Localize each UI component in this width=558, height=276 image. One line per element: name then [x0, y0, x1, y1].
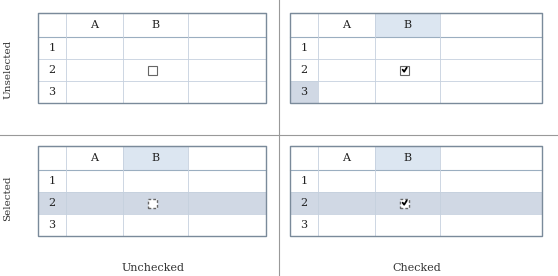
Text: 1: 1 — [49, 176, 56, 186]
Text: A: A — [90, 20, 99, 30]
Text: 2: 2 — [300, 65, 307, 75]
Text: Unselected: Unselected — [3, 39, 12, 99]
Text: A: A — [90, 153, 99, 163]
Text: 2: 2 — [300, 198, 307, 208]
Text: A: A — [343, 153, 350, 163]
Text: 2: 2 — [49, 65, 56, 75]
Text: B: B — [151, 20, 160, 30]
Bar — [290, 13, 542, 103]
Bar — [290, 81, 318, 103]
Text: Unchecked: Unchecked — [122, 263, 185, 273]
Bar — [123, 146, 188, 170]
Text: B: B — [403, 153, 412, 163]
Bar — [290, 146, 542, 236]
Bar — [400, 65, 409, 75]
Text: Checked: Checked — [393, 263, 441, 273]
Text: Selected: Selected — [3, 175, 12, 221]
Bar — [38, 146, 266, 236]
Text: 3: 3 — [49, 87, 56, 97]
Bar — [38, 146, 266, 236]
Bar — [375, 13, 440, 37]
Bar — [38, 13, 266, 103]
Bar — [148, 198, 157, 208]
Bar — [38, 192, 266, 214]
Bar — [290, 13, 542, 103]
Text: 3: 3 — [49, 220, 56, 230]
Text: 3: 3 — [300, 220, 307, 230]
Bar — [290, 146, 542, 236]
Bar — [400, 198, 409, 208]
Text: B: B — [151, 153, 160, 163]
Text: 3: 3 — [300, 87, 307, 97]
Text: 1: 1 — [300, 43, 307, 53]
Text: 2: 2 — [49, 198, 56, 208]
Text: 1: 1 — [300, 176, 307, 186]
Bar — [38, 13, 266, 103]
Bar — [290, 192, 542, 214]
Text: B: B — [403, 20, 412, 30]
Text: A: A — [343, 20, 350, 30]
Bar — [148, 65, 157, 75]
Text: 1: 1 — [49, 43, 56, 53]
Bar — [375, 146, 440, 170]
